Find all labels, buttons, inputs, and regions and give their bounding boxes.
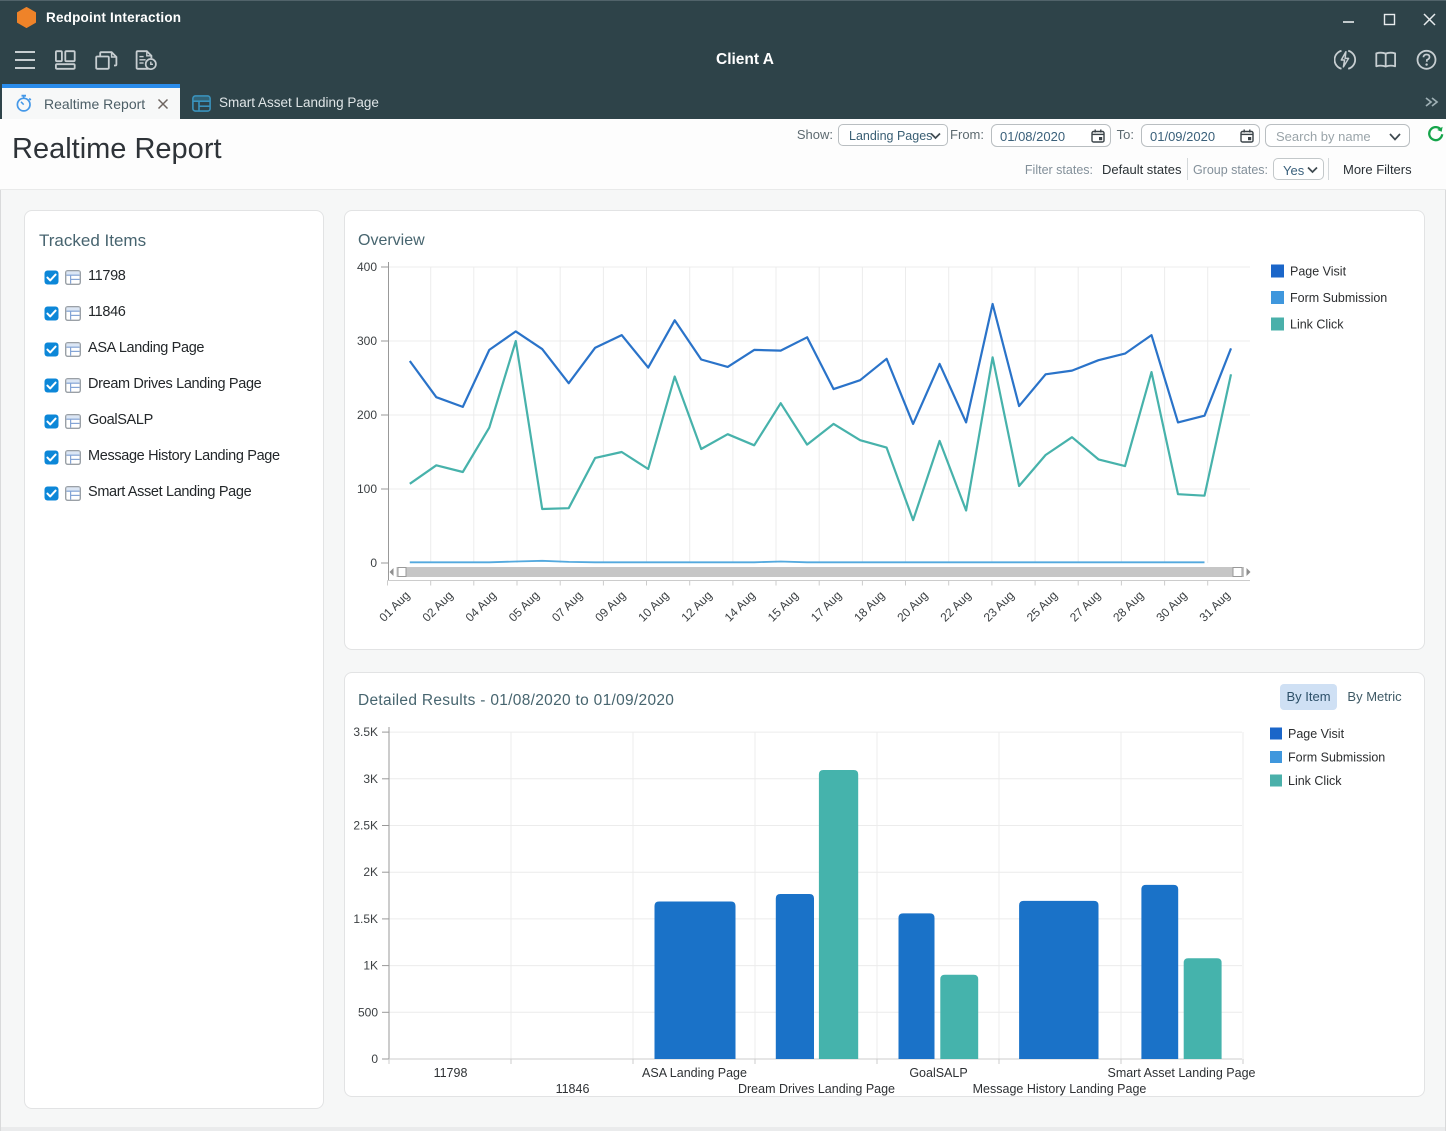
svg-text:Link Click: Link Click (1290, 318, 1344, 332)
svg-text:0: 0 (371, 1052, 378, 1066)
svg-text:GoalSALP: GoalSALP (909, 1066, 967, 1080)
svg-text:09 Aug: 09 Aug (592, 588, 628, 624)
svg-text:Form Submission: Form Submission (1288, 751, 1385, 765)
svg-text:Message History Landing Page: Message History Landing Page (973, 1082, 1147, 1096)
svg-text:2K: 2K (363, 865, 378, 879)
svg-text:1.5K: 1.5K (353, 912, 378, 926)
svg-text:500: 500 (358, 1005, 378, 1019)
svg-text:04 Aug: 04 Aug (463, 588, 499, 624)
svg-text:200: 200 (357, 408, 377, 422)
svg-text:Page Visit: Page Visit (1288, 727, 1345, 741)
svg-text:28 Aug: 28 Aug (1110, 588, 1146, 624)
svg-text:Page Visit: Page Visit (1290, 265, 1347, 279)
svg-text:25 Aug: 25 Aug (1024, 588, 1060, 624)
svg-text:30 Aug: 30 Aug (1153, 588, 1189, 624)
svg-text:11798: 11798 (434, 1066, 468, 1080)
svg-text:400: 400 (357, 260, 377, 274)
svg-text:300: 300 (357, 334, 377, 348)
svg-text:02 Aug: 02 Aug (419, 588, 455, 624)
svg-text:18 Aug: 18 Aug (851, 588, 887, 624)
svg-text:3.5K: 3.5K (353, 725, 378, 739)
svg-text:14 Aug: 14 Aug (722, 588, 758, 624)
svg-text:0: 0 (370, 556, 377, 570)
svg-text:07 Aug: 07 Aug (549, 588, 585, 624)
svg-text:10 Aug: 10 Aug (635, 588, 671, 624)
svg-text:1K: 1K (363, 959, 378, 973)
svg-text:31 Aug: 31 Aug (1196, 588, 1232, 624)
svg-text:Smart Asset Landing Page: Smart Asset Landing Page (1107, 1066, 1255, 1080)
svg-text:2.5K: 2.5K (353, 819, 378, 833)
svg-text:17 Aug: 17 Aug (808, 588, 844, 624)
svg-text:22 Aug: 22 Aug (937, 588, 973, 624)
svg-text:23 Aug: 23 Aug (981, 588, 1017, 624)
svg-text:100: 100 (357, 482, 377, 496)
svg-text:3K: 3K (363, 772, 378, 786)
svg-text:Dream Drives Landing Page: Dream Drives Landing Page (738, 1082, 895, 1096)
svg-text:ASA Landing Page: ASA Landing Page (642, 1066, 747, 1080)
svg-text:Link Click: Link Click (1288, 774, 1342, 788)
svg-text:Form Submission: Form Submission (1290, 291, 1387, 305)
svg-text:01 Aug: 01 Aug (376, 588, 412, 624)
svg-text:20 Aug: 20 Aug (894, 588, 930, 624)
svg-text:15 Aug: 15 Aug (765, 588, 801, 624)
svg-text:27 Aug: 27 Aug (1067, 588, 1103, 624)
svg-text:05 Aug: 05 Aug (506, 588, 542, 624)
svg-text:12 Aug: 12 Aug (678, 588, 714, 624)
svg-text:11846: 11846 (556, 1082, 590, 1096)
